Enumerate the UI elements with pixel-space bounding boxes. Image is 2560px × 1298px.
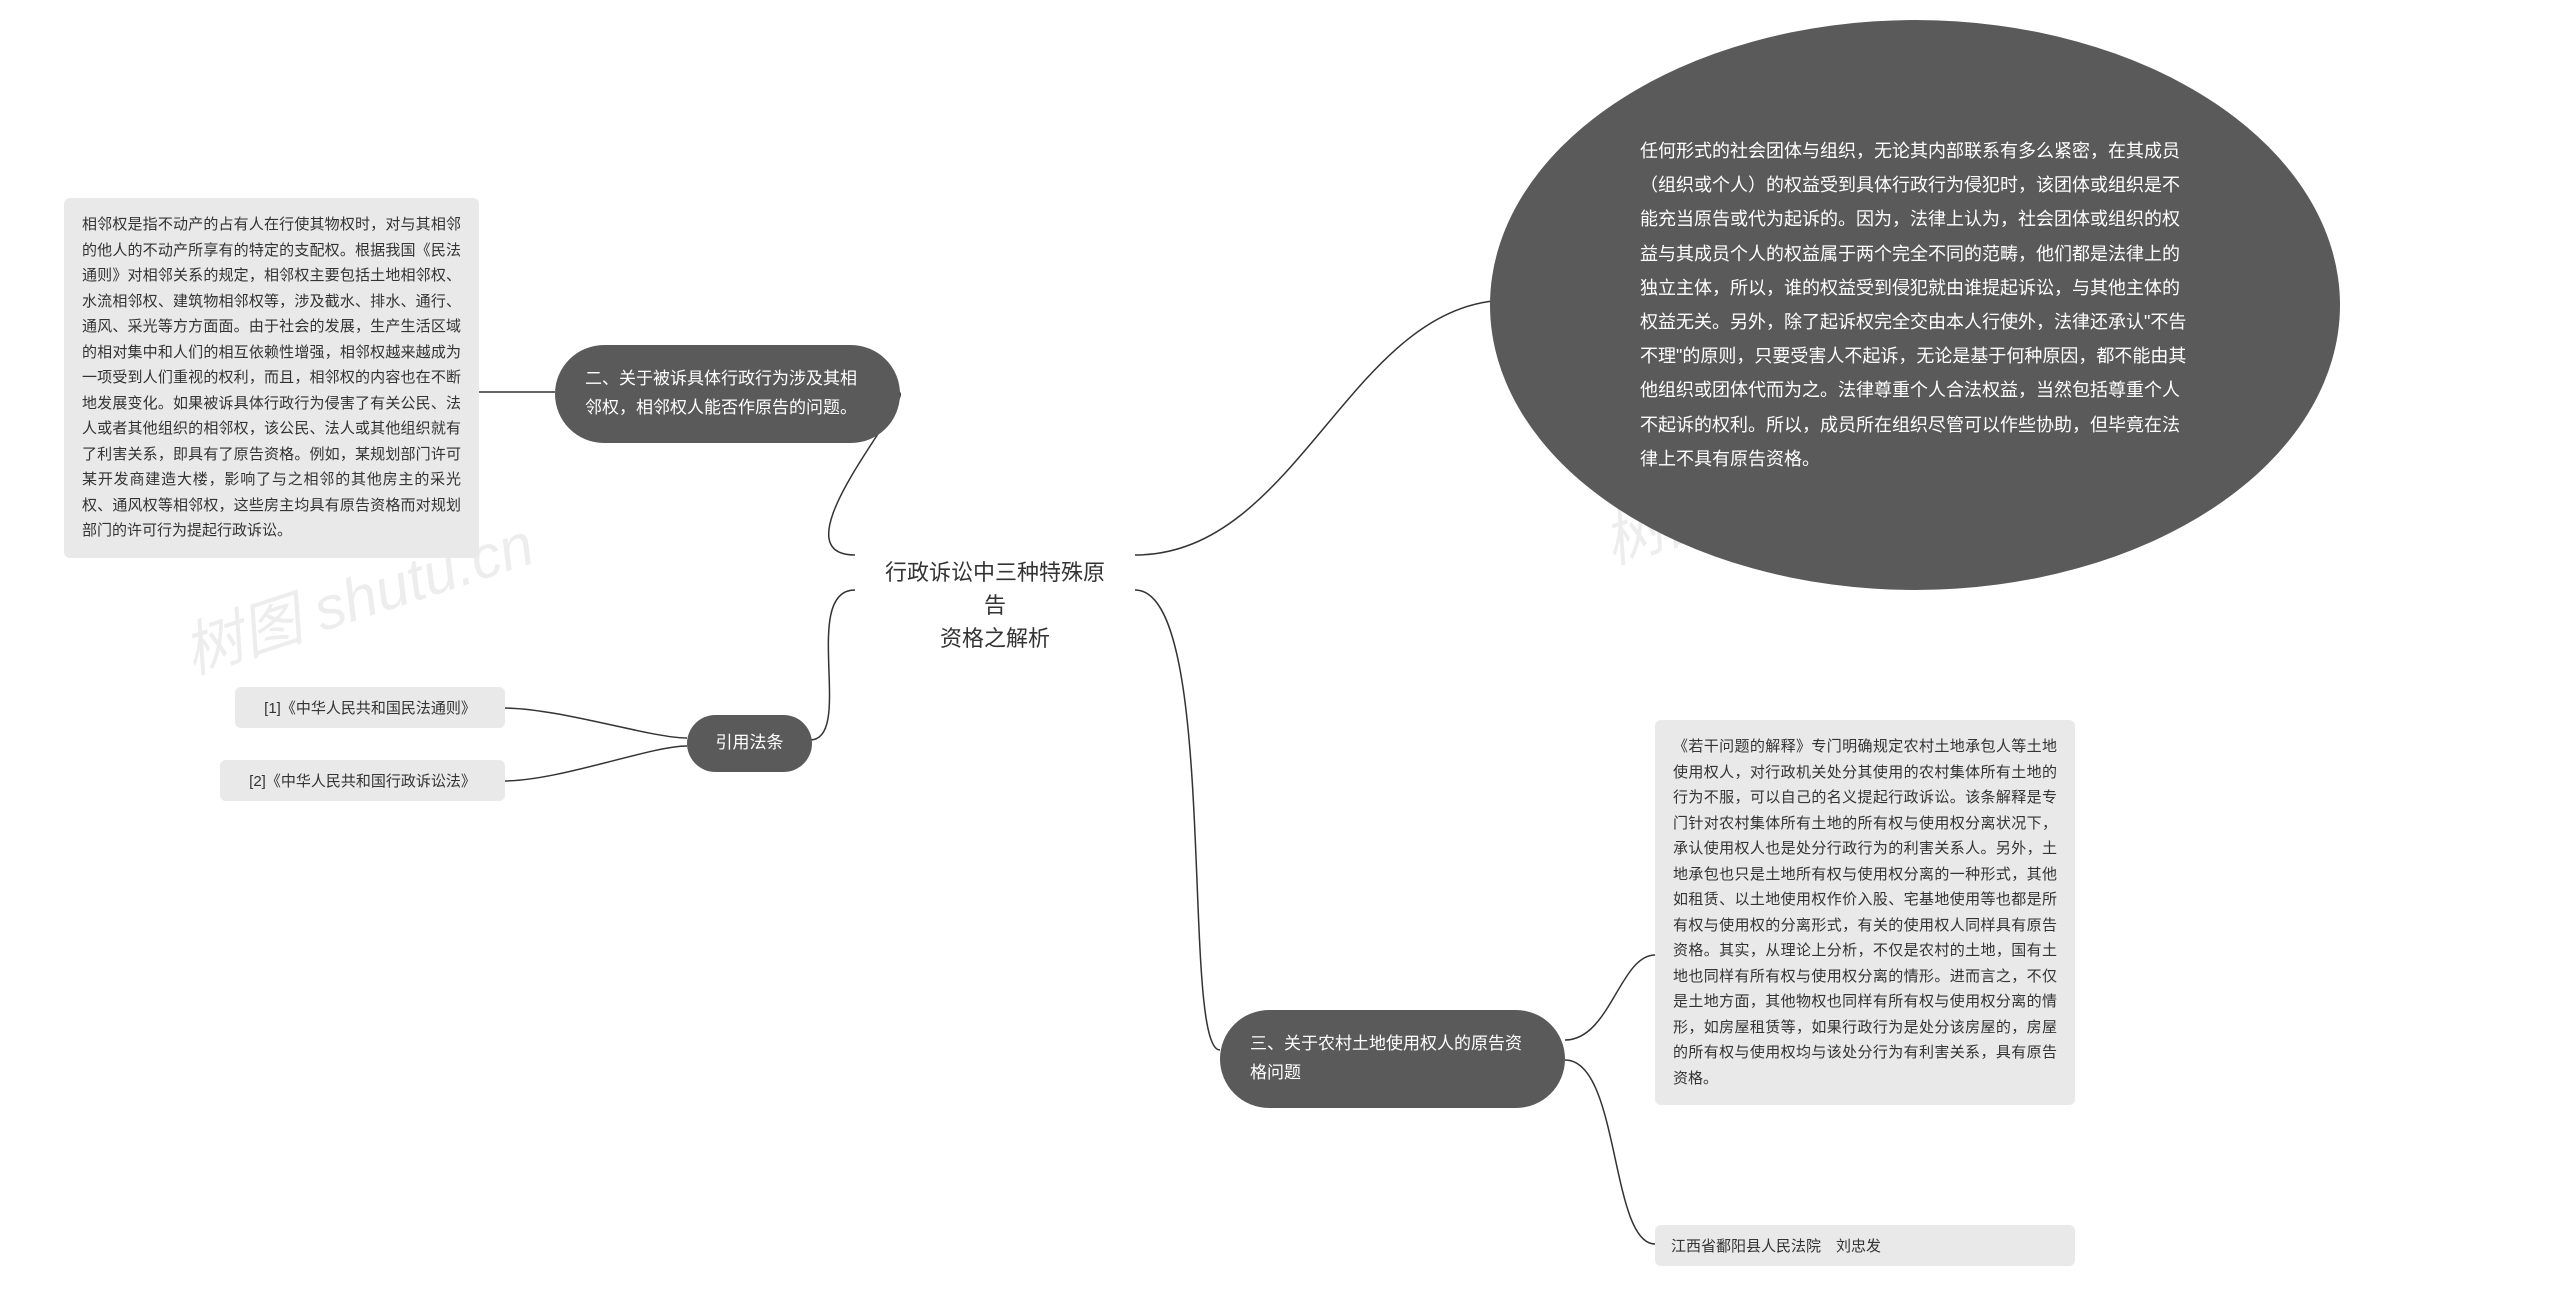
branch3-author-text: 江西省鄱阳县人民法院 刘忠发: [1671, 1238, 1881, 1255]
branch1-text: 任何形式的社会团体与组织，无论其内部联系有多么紧密，在其成员（组织或个人）的权益…: [1640, 134, 2190, 476]
branch3-title[interactable]: 三、关于农村土地使用权人的原告资格问题: [1220, 1010, 1565, 1108]
branch3-title-label: 三、关于农村土地使用权人的原告资格问题: [1250, 1030, 1535, 1088]
branch2-title-label: 二、关于被诉具体行政行为涉及其相邻权，相邻权人能否作原告的问题。: [585, 365, 870, 423]
ref-item-2[interactable]: [2]《中华人民共和国行政诉讼法》: [220, 760, 505, 801]
branch3-detail[interactable]: 《若干问题的解释》专门明确规定农村土地承包人等土地使用权人，对行政机关处分其使用…: [1655, 720, 2075, 1105]
branch2-detail-text: 相邻权是指不动产的占有人在行使其物权时，对与其相邻的他人的不动产所享有的特定的支…: [82, 212, 461, 544]
ref-item-2-text: [2]《中华人民共和国行政诉讼法》: [249, 773, 476, 790]
ref-item-1-text: [1]《中华人民共和国民法通则》: [264, 700, 476, 717]
branch1-social-group[interactable]: 任何形式的社会团体与组织，无论其内部联系有多么紧密，在其成员（组织或个人）的权益…: [1490, 20, 2340, 590]
branch2-title[interactable]: 二、关于被诉具体行政行为涉及其相邻权，相邻权人能否作原告的问题。: [555, 345, 900, 443]
center-topic-label: 行政诉讼中三种特殊原告 资格之解析: [879, 556, 1111, 655]
refs-title-label: 引用法条: [716, 729, 784, 758]
mindmap-canvas: 树图 shutu.cn 树图 shutu.cn 行政诉讼中三种特殊原告 资格之解…: [0, 0, 2560, 1298]
branch2-detail[interactable]: 相邻权是指不动产的占有人在行使其物权时，对与其相邻的他人的不动产所享有的特定的支…: [64, 198, 479, 558]
ref-item-1[interactable]: [1]《中华人民共和国民法通则》: [235, 687, 505, 728]
branch3-author: 江西省鄱阳县人民法院 刘忠发: [1655, 1225, 2075, 1266]
center-topic[interactable]: 行政诉讼中三种特殊原告 资格之解析: [855, 540, 1135, 671]
refs-title[interactable]: 引用法条: [687, 715, 812, 772]
branch3-detail-text: 《若干问题的解释》专门明确规定农村土地承包人等土地使用权人，对行政机关处分其使用…: [1673, 734, 2057, 1091]
